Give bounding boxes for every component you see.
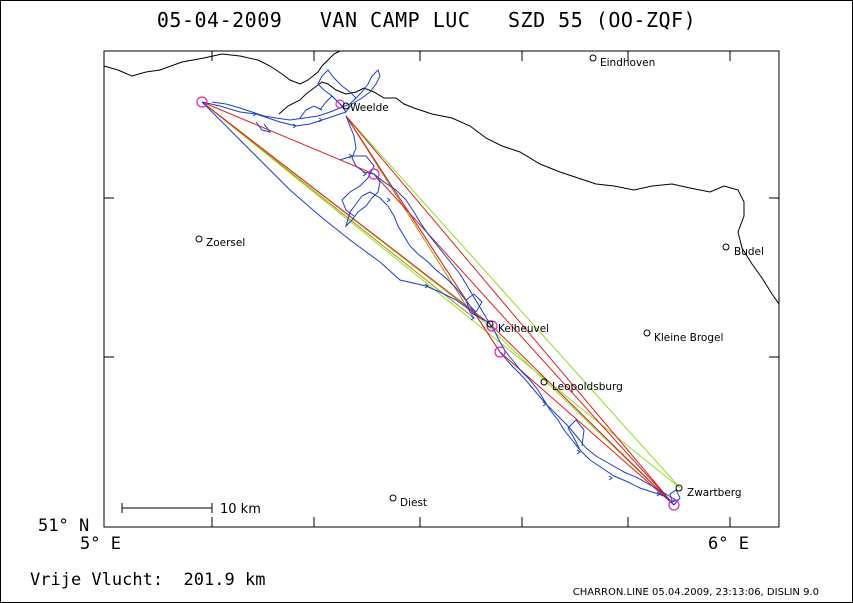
track-segment: [344, 115, 477, 313]
track-marker: [318, 117, 323, 123]
city-leopoldsburg: Leopoldsburg: [540, 378, 623, 393]
task-line-green: [201, 101, 681, 506]
track-marker: [362, 171, 367, 177]
city-zwartberg: Zwartberg: [675, 484, 742, 499]
axis-ticks: [104, 51, 779, 527]
city-zoersel: Zoersel: [195, 235, 245, 249]
turnpoint-marker: [368, 168, 380, 180]
city-markers: Eindhoven Weelde Zoersel Budel Keiheuvel…: [195, 54, 764, 509]
track-marker: [348, 153, 353, 159]
task-line-red: [201, 101, 675, 506]
city-label: Weelde: [350, 102, 389, 114]
track-marker: [386, 197, 391, 203]
track-segment: [339, 155, 375, 217]
city-label: Kleine Brogel: [654, 332, 723, 344]
turnpoint-marker: [486, 320, 498, 332]
track-segment: [345, 69, 381, 113]
footer-credit: CHARRON.LINE 05.04.2009, 23:13:06, DISLI…: [572, 587, 819, 598]
distance-value: 201.9 km: [183, 570, 266, 590]
plot-area: [103, 50, 780, 528]
task-line-olive: [201, 101, 501, 353]
city-label: Keiheuvel: [498, 323, 549, 335]
track-segment: [255, 121, 272, 133]
track-marker: [424, 283, 429, 289]
city-label: Leopoldsburg: [552, 381, 623, 393]
distance-label: Vrije Vlucht:: [30, 570, 164, 590]
track-segment: [465, 293, 495, 331]
free-flight-distance: Vrije Vlucht: 201.9 km: [30, 570, 265, 590]
turnpoint-marker: [494, 346, 506, 358]
track-marker: [292, 123, 297, 129]
scale-bar: [121, 503, 213, 513]
turnpoint-marker: [668, 499, 680, 511]
city-kleine-brogel: Kleine Brogel: [643, 329, 723, 344]
track-segment: [201, 101, 481, 319]
track-marker: [542, 401, 547, 407]
city-weelde: Weelde: [342, 102, 389, 114]
longitude-left-label: 5° E: [80, 534, 121, 554]
track-marker: [656, 491, 661, 497]
task-lines: [201, 101, 681, 506]
turnpoints: [196, 96, 680, 511]
track-segment: [493, 329, 675, 506]
longitude-right-label: 6° E: [708, 534, 749, 554]
city-budel: Budel: [722, 243, 764, 258]
city-label: Zoersel: [206, 237, 245, 249]
city-label: Zwartberg: [687, 487, 742, 499]
track-marker: [470, 315, 475, 321]
city-label: Eindhoven: [600, 57, 655, 69]
track-segment: [299, 105, 323, 119]
city-label: Diest: [400, 497, 427, 509]
city-keiheuvel: Keiheuvel: [486, 320, 549, 335]
city-diest: Diest: [389, 494, 427, 509]
city-eindhoven: Eindhoven: [589, 54, 655, 69]
scale-bar-label: 10 km: [220, 502, 261, 517]
track-marker: [576, 449, 581, 455]
track-segment: [373, 173, 491, 325]
flight-title: 05-04-2009 VAN CAMP LUC SZD 55 (OO-ZQF): [156, 8, 697, 32]
track-segment: [201, 69, 357, 127]
city-label: Budel: [734, 246, 764, 258]
track-marker: [608, 475, 613, 481]
flight-track: [201, 69, 681, 506]
track-segment: [567, 419, 585, 451]
track-segment: [669, 489, 681, 506]
track-segment: [319, 95, 345, 111]
track-marker: [252, 111, 257, 117]
latitude-label: 51° N: [38, 516, 89, 536]
turnpoint-marker: [196, 96, 208, 108]
